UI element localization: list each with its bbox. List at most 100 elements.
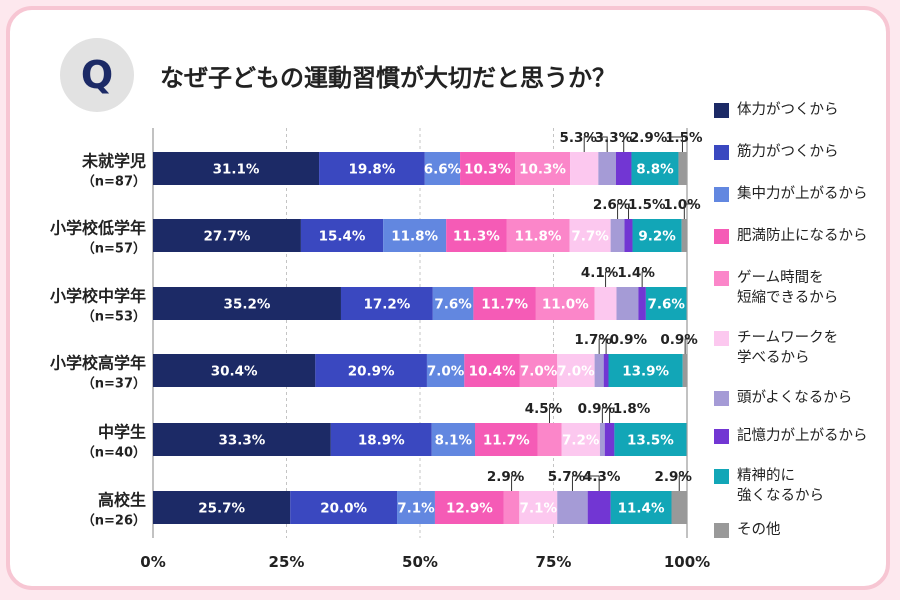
data-label: 10.3% xyxy=(519,162,566,178)
legend-swatch xyxy=(714,391,729,406)
x-tick-label: 100% xyxy=(664,553,710,571)
bar-segment xyxy=(153,287,341,320)
bar-segment xyxy=(446,219,507,252)
callout-leader-line xyxy=(571,475,584,491)
category-label: 小学校中学年 xyxy=(50,287,146,306)
legend-item: 頭がよくなるから xyxy=(714,388,852,408)
bar-segment xyxy=(610,491,672,524)
data-label: 19.8% xyxy=(349,162,396,178)
legend-swatch xyxy=(714,103,729,118)
bar-segment xyxy=(608,354,683,387)
data-label: 7.1% xyxy=(397,501,435,517)
data-label: 11.8% xyxy=(515,229,562,245)
data-label: 35.2% xyxy=(224,297,271,313)
legend-item: ゲーム時間を 短縮できるから xyxy=(714,268,838,308)
data-label-callout: 4.5% xyxy=(525,401,563,417)
callout-leader-line xyxy=(605,338,612,354)
bar-segment xyxy=(519,491,558,524)
bar-segment xyxy=(153,219,301,252)
data-label: 20.0% xyxy=(320,501,367,517)
bar-segment xyxy=(632,219,682,252)
bar-segment xyxy=(587,491,611,524)
bar-segment xyxy=(515,152,571,185)
bar-segment xyxy=(616,287,639,320)
legend-label: ゲーム時間を 短縮できるから xyxy=(737,270,839,306)
data-label: 18.9% xyxy=(358,433,405,449)
category-label: 高校生 xyxy=(98,491,146,510)
x-tick-label: 25% xyxy=(269,553,305,571)
x-tick-label: 75% xyxy=(536,553,572,571)
legend-item: その他 xyxy=(714,520,781,540)
bar-segment xyxy=(460,152,516,185)
bar-segment xyxy=(319,152,425,185)
legend-label: 肥満防止になるから xyxy=(737,228,868,244)
data-label-callout: 1.5% xyxy=(628,197,666,213)
data-label-callout: 2.6% xyxy=(593,197,631,213)
callout-leader-line xyxy=(583,136,595,152)
data-label: 9.2% xyxy=(638,229,676,245)
callout-leader-line xyxy=(683,203,699,219)
data-label-callout: 2.9% xyxy=(630,130,668,146)
data-label: 6.6% xyxy=(424,162,462,178)
bar-segment xyxy=(537,423,562,456)
legend-label: 頭がよくなるから xyxy=(737,390,853,406)
category-label: 小学校低学年 xyxy=(50,219,146,238)
data-label: 12.9% xyxy=(446,501,493,517)
bar-segment xyxy=(681,219,687,252)
bar-segment xyxy=(557,354,595,387)
bar-segment xyxy=(569,219,611,252)
bar-segment xyxy=(383,219,447,252)
data-label-callout: 1.7% xyxy=(574,332,612,348)
category-n-label: （n=40） xyxy=(82,445,146,461)
bar-segment xyxy=(671,491,687,524)
data-label: 7.0% xyxy=(427,364,465,380)
bar-segment xyxy=(599,423,605,456)
callout-leader-line xyxy=(623,136,633,152)
legend-swatch xyxy=(714,229,729,244)
bar-segment xyxy=(315,354,427,387)
category-n-label: （n=87） xyxy=(82,174,146,190)
data-label-callout: 0.9% xyxy=(610,332,648,348)
legend-swatch xyxy=(714,469,729,484)
data-label: 11.7% xyxy=(483,433,530,449)
bar-segment xyxy=(503,491,520,524)
data-label: 8.1% xyxy=(435,433,473,449)
legend-label: チームワークを 学べるから xyxy=(737,330,839,366)
callout-leader-line xyxy=(548,407,561,423)
page-title: なぜ子どもの運動習慣が大切だと思うか？ xyxy=(160,64,616,92)
x-tick-label: 0% xyxy=(140,553,165,571)
category-label: 未就学児 xyxy=(81,152,146,171)
category-label: 小学校高学年 xyxy=(50,354,146,373)
category-n-label: （n=53） xyxy=(82,309,146,325)
data-label: 31.1% xyxy=(213,162,260,178)
bar-segment xyxy=(561,423,600,456)
data-label-callout: 5.7% xyxy=(548,469,586,485)
data-label: 7.1% xyxy=(520,501,558,517)
callout-leader-line xyxy=(641,271,653,287)
data-label: 11.4% xyxy=(618,501,665,517)
bar-segment xyxy=(300,219,384,252)
data-label: 17.2% xyxy=(363,297,410,313)
data-label: 10.3% xyxy=(464,162,511,178)
data-label: 27.7% xyxy=(204,229,251,245)
bar-segment xyxy=(615,152,632,185)
bar-segment xyxy=(426,354,465,387)
callout-leader-line xyxy=(596,136,608,152)
bar-segment xyxy=(631,152,679,185)
data-label-callout: 4.1% xyxy=(581,265,619,281)
x-tick-label: 50% xyxy=(402,553,438,571)
bar-segment xyxy=(638,287,646,320)
legend-item: チームワークを 学べるから xyxy=(714,328,838,368)
data-label: 7.2% xyxy=(562,433,600,449)
data-label: 13.5% xyxy=(627,433,674,449)
legend-item: 体力がつくから xyxy=(714,100,839,120)
bar-segment xyxy=(678,152,687,185)
data-label: 7.6% xyxy=(434,297,472,313)
bar-segment xyxy=(330,423,432,456)
bar-segment xyxy=(624,219,633,252)
callout-leader-line xyxy=(628,203,631,219)
data-label-callout: 1.4% xyxy=(617,265,655,281)
callout-leader-line xyxy=(609,407,615,423)
legend-label: 筋力がつくから xyxy=(737,144,839,160)
